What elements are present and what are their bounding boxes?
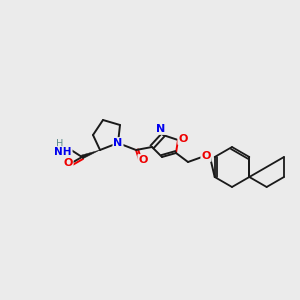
Text: N: N	[113, 138, 123, 148]
Polygon shape	[81, 150, 100, 159]
Text: O: O	[201, 151, 211, 161]
Text: H: H	[56, 139, 64, 149]
Text: O: O	[63, 158, 73, 168]
Text: O: O	[178, 134, 188, 144]
Text: NH: NH	[54, 147, 72, 157]
Text: N: N	[156, 124, 166, 134]
Text: O: O	[138, 155, 148, 165]
